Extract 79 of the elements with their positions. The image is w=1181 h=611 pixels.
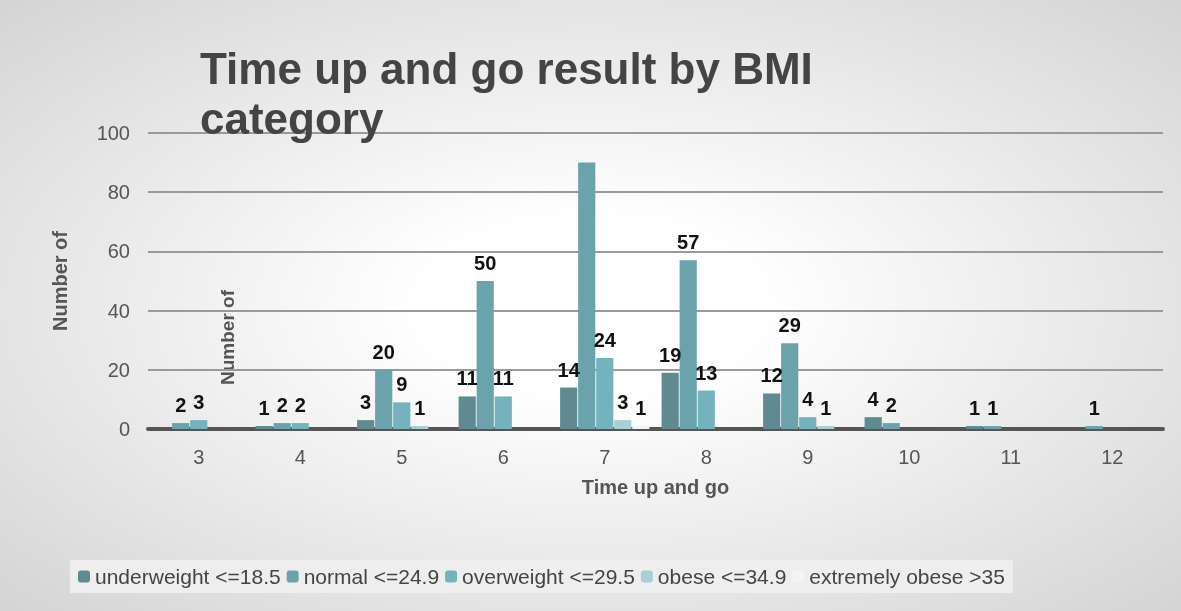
data-label: 4 [867,388,880,411]
x-tick-label: 8 [700,446,712,468]
data-label: 3 [360,391,372,414]
bar [291,423,309,429]
x-tick-label: 7 [599,446,611,468]
data-label: 11 [492,367,514,390]
legend-label: extremely obese >35 [809,565,1005,588]
data-label: 1 [969,397,981,420]
y-tick-label: 80 [107,181,130,204]
data-label: 9 [396,373,408,396]
bar [411,426,429,429]
x-tick-label: 6 [497,446,509,468]
bar [255,426,273,429]
bar [799,417,817,429]
bar [172,423,190,429]
data-label: 3 [617,391,629,414]
bar [632,426,650,429]
data-label: 12 [760,364,783,387]
data-label: 1 [414,397,426,420]
data-label: 1 [820,397,832,420]
data-label: 13 [695,361,718,384]
data-label: 57 [677,231,700,254]
x-tick-label: 5 [396,446,408,468]
bar [375,369,393,429]
bar [984,426,1002,429]
data-label: 2 [175,394,187,417]
x-tick-label: 4 [294,446,306,468]
bar [357,420,375,429]
legend-label: underweight <=18.5 [95,565,281,588]
y-tick-label: 40 [107,299,130,322]
bar [781,343,799,429]
bar [882,423,900,429]
data-label: 11 [456,367,478,390]
legend-label: obese <=34.9 [657,565,787,588]
bar [393,402,411,429]
y-axis-title: Number of [49,230,71,331]
x-tick-label: 10 [898,446,921,468]
bar [864,417,882,429]
x-axis-title: Time up and go [581,476,730,498]
y-tick-label: 100 [96,122,130,144]
data-label: 2 [885,394,897,417]
bar [273,423,291,429]
bar [966,426,984,429]
data-label: 1 [1088,397,1100,420]
data-label: 50 [474,252,497,274]
data-label: 1 [987,397,999,420]
annotation: Number of [217,289,238,385]
data-label: 29 [778,314,801,337]
data-label: 3 [193,391,205,414]
legend-label: normal <=24.9 [303,565,440,588]
y-tick-label: 0 [118,418,130,440]
x-tick-label: 12 [1101,446,1124,468]
bar [190,420,208,429]
bar [679,260,697,429]
x-tick-label: 11 [1000,446,1022,468]
bar [578,162,596,429]
data-label: 1 [258,397,270,420]
bar [596,357,614,429]
bar [494,396,512,429]
data-label: 2 [294,394,306,417]
legend-label: overweight <=29.5 [462,565,635,588]
bar [458,396,476,429]
bar [476,281,494,429]
bar [697,390,715,429]
chart-title: Time up and go result by BMI category [200,43,826,143]
bar [1085,426,1103,429]
y-tick-label: 20 [107,358,130,381]
data-label: 20 [372,340,395,363]
bar [614,420,632,429]
data-label: 2 [276,394,288,417]
y-tick-label: 60 [107,240,130,263]
bar [560,387,578,429]
data-label: 4 [802,388,815,411]
bar [817,426,835,429]
x-tick-label: 3 [193,446,205,468]
bar [661,372,679,429]
bar [763,393,781,429]
x-tick-label: 9 [802,446,814,468]
data-label: 1 [635,397,647,420]
